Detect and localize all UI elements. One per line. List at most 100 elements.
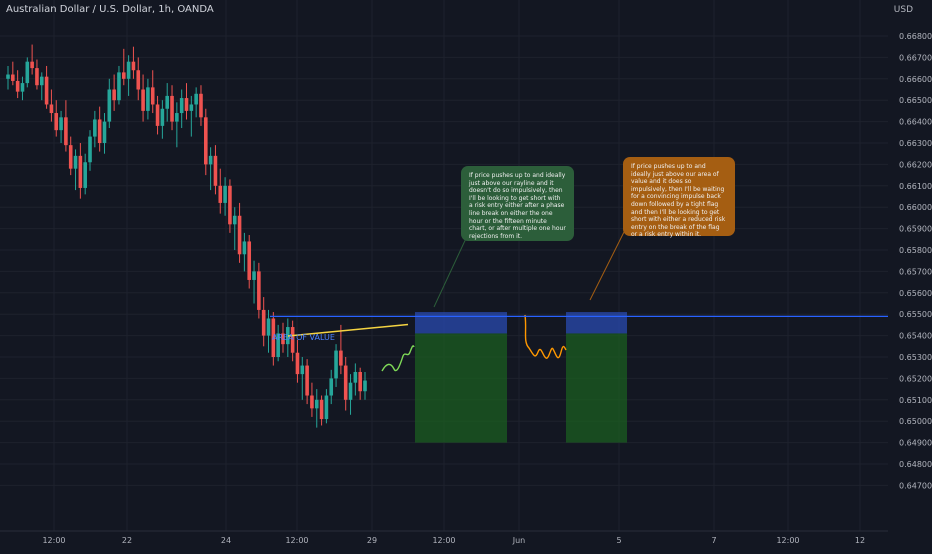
candle-body [261,309,266,336]
candle-body [232,215,237,225]
price-tick-label: 0.65600 [899,289,932,298]
candle-body [290,327,295,353]
candle-body [15,80,20,92]
candle-body [121,72,126,79]
candle-body [59,117,63,131]
take-profit-zone [566,333,627,443]
candle-body [358,371,362,392]
candle-body [324,395,329,420]
candle-body [223,185,227,203]
candle-body [218,185,223,203]
candle-body [170,95,174,122]
green-note-bubble[interactable]: If price pushes up to and ideally just a… [461,166,574,241]
symbol-title[interactable]: Australian Dollar / U.S. Dollar, 1h, OAN… [6,4,214,15]
candle-body [353,371,358,383]
currency-label: USD [893,5,913,15]
time-tick-label: 7 [711,536,716,545]
candle-body [83,162,87,188]
candle-body [266,318,271,336]
candle-body [276,333,280,357]
price-tick-label: 0.65300 [899,353,932,362]
candle-body [184,98,189,111]
stop-loss-zone [415,312,507,334]
candle-body [348,382,353,400]
price-tick-label: 0.65500 [899,310,932,319]
trade-zones [415,312,627,443]
candle-body [305,365,309,396]
candle-body [131,61,136,71]
price-tick-label: 0.66300 [899,139,932,148]
candle-body [189,104,194,111]
time-tick-label: 12:00 [42,536,65,545]
candle-body [363,380,367,392]
price-tick-label: 0.66600 [899,75,932,84]
candle-body [73,155,78,169]
price-tick-label: 0.66700 [899,53,932,62]
candle-body [107,89,112,122]
candle-body [334,350,338,379]
green-projection-path[interactable] [381,345,415,372]
time-tick-label: 5 [616,536,621,545]
time-tick-label: 29 [367,536,377,545]
candle-body [252,271,256,280]
candle-body [126,61,131,79]
candle-body [141,89,145,111]
candle-body [35,68,39,86]
time-tick-label: 12:00 [432,536,455,545]
candle-body [281,333,285,345]
candle-body [165,95,170,109]
drawings[interactable] [270,223,893,372]
candles[interactable] [6,44,367,428]
price-tick-label: 0.65100 [899,396,932,405]
rayline-trendline [287,323,409,337]
candle-body [339,350,343,366]
candle-body [194,93,198,105]
price-tick-label: 0.65400 [899,332,932,341]
candle-body [295,352,300,375]
price-tick-label: 0.65900 [899,225,932,234]
orange-bubble-pointer [589,223,629,301]
candle-body [242,241,247,255]
candle-body [64,117,68,146]
candle-body [257,271,261,310]
candle-body [155,104,160,126]
time-tick-label: 22 [122,536,132,545]
candle-body [150,87,155,105]
stop-loss-zone [566,312,627,334]
time-tick-label: 24 [221,536,231,545]
orange-note-bubble[interactable]: If price pushes up to and ideally just a… [623,157,735,238]
price-tick-label: 0.66400 [899,118,932,127]
candle-body [300,365,305,375]
candle-body [213,155,218,186]
candle-body [319,399,324,420]
candle-body [146,87,150,111]
candle-body [271,318,276,357]
candle-body [160,108,165,126]
candle-body [179,98,184,114]
price-tick-label: 0.66800 [899,32,932,41]
candle-body [247,241,252,280]
price-tick-label: 0.64900 [899,439,932,448]
price-tick-label: 0.66500 [899,96,932,105]
price-tick-label: 0.66200 [899,160,932,169]
price-tick-label: 0.65000 [899,417,932,426]
price-tick-label: 0.66000 [899,203,932,212]
area-of-value-label: AREA OF VALUE [272,333,335,342]
orange-projection-path[interactable] [524,314,567,359]
price-axis-background [888,0,932,550]
price-tick-label: 0.65800 [899,246,932,255]
candle-body [175,113,179,122]
price-tick-label: 0.64700 [899,481,932,490]
candle-body [208,155,213,165]
price-tick-label: 0.66100 [899,182,932,191]
candle-body [343,365,348,400]
candle-body [286,327,290,345]
candle-body [228,185,232,225]
candle-body [25,61,30,84]
candle-body [93,119,97,137]
candle-body [20,83,25,92]
candle-body [49,104,54,114]
